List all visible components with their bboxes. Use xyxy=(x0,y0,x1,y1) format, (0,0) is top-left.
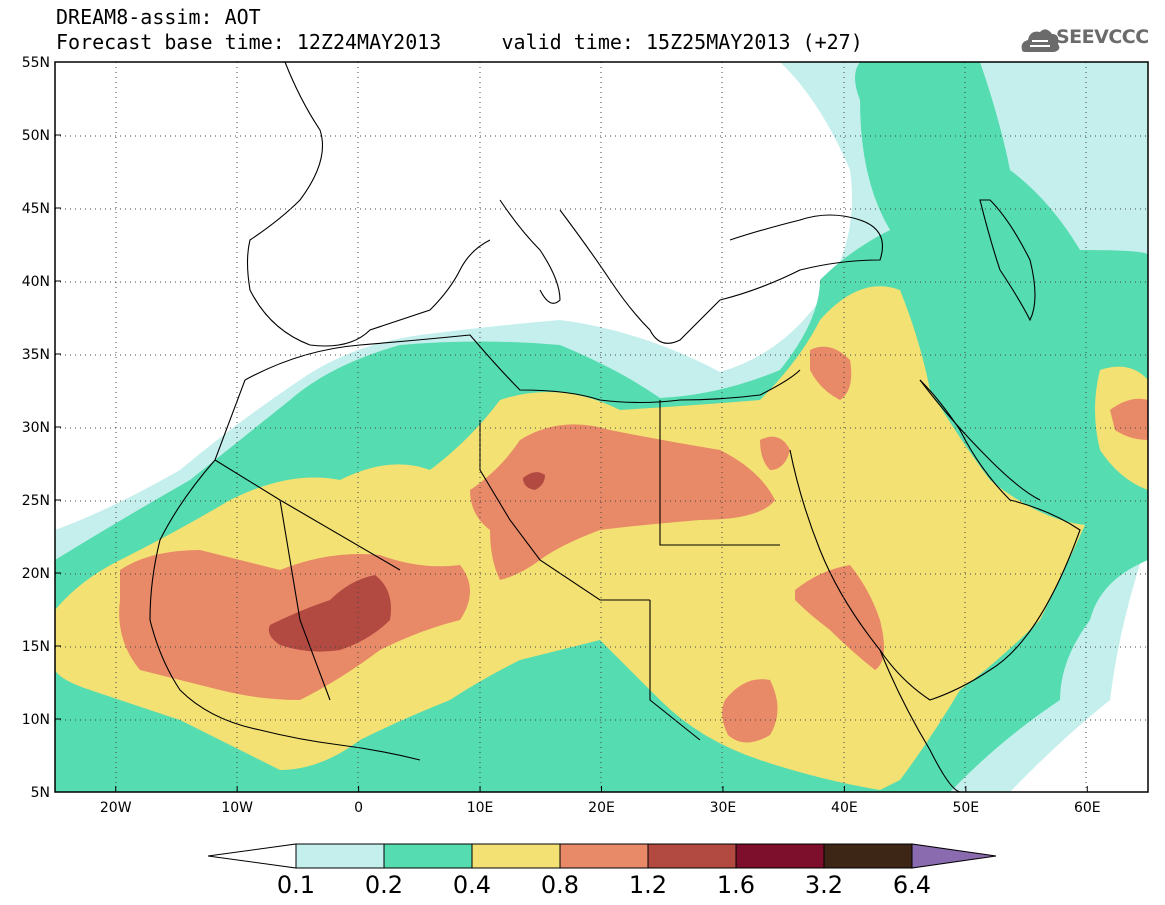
lat-label: 5N xyxy=(31,785,50,801)
ticks xyxy=(55,61,1088,793)
lon-label: 10E xyxy=(467,800,494,816)
colorbar-labels: 0.1 0.2 0.4 0.8 1.2 1.6 3.2 6.4 xyxy=(277,871,931,899)
logo-text: SEEVCCC xyxy=(1056,26,1149,48)
lon-label: 10W xyxy=(221,800,253,816)
aot-band-0.8-nile xyxy=(760,436,790,470)
colorbar-label: 0.8 xyxy=(541,871,579,899)
lon-label: 50E xyxy=(952,800,979,816)
gridlines xyxy=(55,62,1148,792)
colorbar xyxy=(207,843,997,869)
map-title: DREAM8-assim: AOT xyxy=(56,5,261,29)
colorbar-swatch xyxy=(823,843,913,869)
lat-label: 45N xyxy=(22,201,50,217)
colorbar-swatch xyxy=(471,843,561,869)
lat-label: 55N xyxy=(22,55,50,71)
aot-band-0.8-redsea xyxy=(795,565,884,670)
forecast-time-line: Forecast base time: 12Z24MAY2013 valid t… xyxy=(56,30,863,54)
colorbar-swatch xyxy=(383,843,473,869)
aot-band-1.2-mali xyxy=(268,575,391,652)
colorbar-label: 1.2 xyxy=(629,871,667,899)
colorbar-label: 0.1 xyxy=(277,871,315,899)
lat-label: 40N xyxy=(22,274,50,290)
lat-labels: 55N 50N 45N 40N 35N 30N 25N 20N 15N 10N 5N xyxy=(22,55,50,801)
aot-band-1.2-libya xyxy=(523,472,545,490)
colorbar-label: 0.2 xyxy=(365,871,403,899)
lat-label: 10N xyxy=(22,712,50,728)
lat-label: 20N xyxy=(22,566,50,582)
lat-label: 50N xyxy=(22,128,50,144)
colorbar-under-triangle xyxy=(207,843,297,869)
cloud-icon xyxy=(1021,29,1060,52)
colorbar-over-triangle xyxy=(911,843,997,869)
lon-label: 40E xyxy=(831,800,858,816)
lon-label: 20W xyxy=(100,800,132,816)
lat-label: 25N xyxy=(22,493,50,509)
colorbar-swatch xyxy=(295,843,385,869)
lon-label: 60E xyxy=(1074,800,1101,816)
lon-label: 30E xyxy=(710,800,737,816)
lat-label: 15N xyxy=(22,639,50,655)
colorbar-swatch xyxy=(735,843,825,869)
colorbar-label: 6.4 xyxy=(893,871,931,899)
lon-labels: 20W 10W 0 10E 20E 30E 40E 50E 60E xyxy=(100,800,1101,816)
aot-band-0.8-iran xyxy=(1110,398,1148,440)
colorbar-swatch xyxy=(647,843,737,869)
lon-label: 0 xyxy=(354,800,363,816)
colorbar-label: 0.4 xyxy=(453,871,491,899)
lat-label: 35N xyxy=(22,347,50,363)
lon-label: 20E xyxy=(588,800,615,816)
lat-label: 30N xyxy=(22,420,50,436)
colorbar-swatch xyxy=(559,843,649,869)
colorbar-label: 3.2 xyxy=(805,871,843,899)
colorbar-label: 1.6 xyxy=(717,871,755,899)
aot-band-0.8-central xyxy=(470,424,775,580)
aot-band-0.8-sudan xyxy=(722,679,778,743)
aot-band-0.8-arabia xyxy=(810,346,852,400)
coastlines xyxy=(149,62,1081,792)
